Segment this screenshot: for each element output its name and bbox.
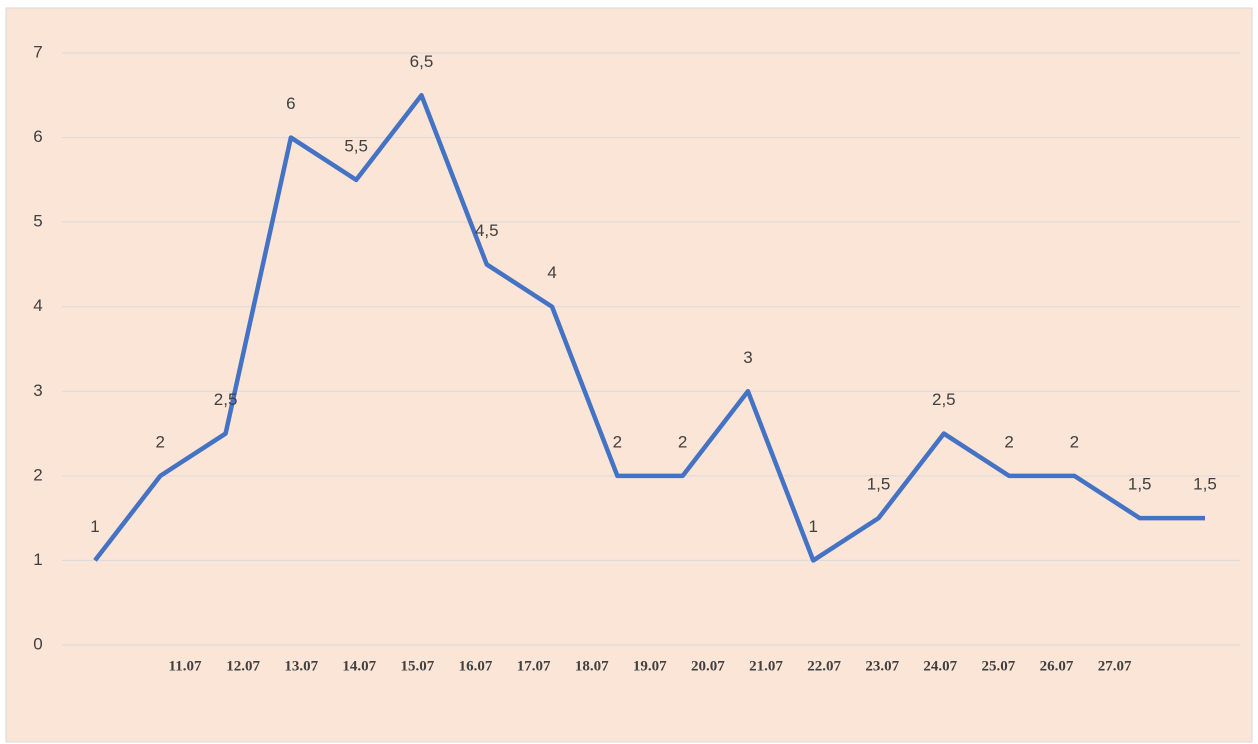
data-label: 6 [286,94,295,113]
x-tick-label: 24.07 [923,658,957,674]
data-label: 6,5 [410,52,434,71]
x-tick-label: 23.07 [865,658,899,674]
x-tick-label: 15.07 [401,658,435,674]
x-tick-label: 14.07 [342,658,376,674]
x-tick-label: 17.07 [517,658,551,674]
y-tick-label: 3 [33,381,42,400]
data-label: 1 [809,517,818,536]
x-tick-label: 19.07 [633,658,667,674]
data-label: 2 [156,432,165,451]
data-label: 2 [678,432,687,451]
x-tick-label: 21.07 [749,658,783,674]
x-tick-label: 16.07 [459,658,493,674]
data-label: 3 [743,348,752,367]
data-label: 1 [90,517,99,536]
data-label: 1,5 [1128,475,1152,494]
data-label: 2 [613,432,622,451]
x-tick-label: 20.07 [691,658,725,674]
y-tick-label: 6 [33,127,42,146]
x-tick-label: 12.07 [226,658,260,674]
data-label: 2 [1004,432,1013,451]
y-tick-label: 5 [33,212,42,231]
x-tick-label: 27.07 [1098,658,1132,674]
data-line [93,93,1205,563]
y-tick-label: 7 [33,42,42,61]
data-label: 1,5 [867,475,891,494]
data-label: 4 [547,263,556,282]
y-tick-label: 2 [33,465,42,484]
data-label: 1,5 [1193,475,1217,494]
y-tick-label: 0 [33,634,42,653]
chart-background [5,7,1253,743]
data-label: 5,5 [344,136,368,155]
y-tick-label: 1 [33,550,42,569]
x-tick-label: 25.07 [982,658,1016,674]
y-tick-label: 4 [33,296,42,315]
x-tick-label: 22.07 [807,658,841,674]
x-tick-label: 11.07 [169,658,202,674]
data-label: 2 [1070,432,1079,451]
x-tick-label: 13.07 [284,658,318,674]
data-label: 4,5 [475,221,499,240]
x-tick-label: 18.07 [575,658,609,674]
x-tick-label: 26.07 [1040,658,1074,674]
data-label: 2,5 [932,390,956,409]
data-label: 2,5 [214,390,238,409]
